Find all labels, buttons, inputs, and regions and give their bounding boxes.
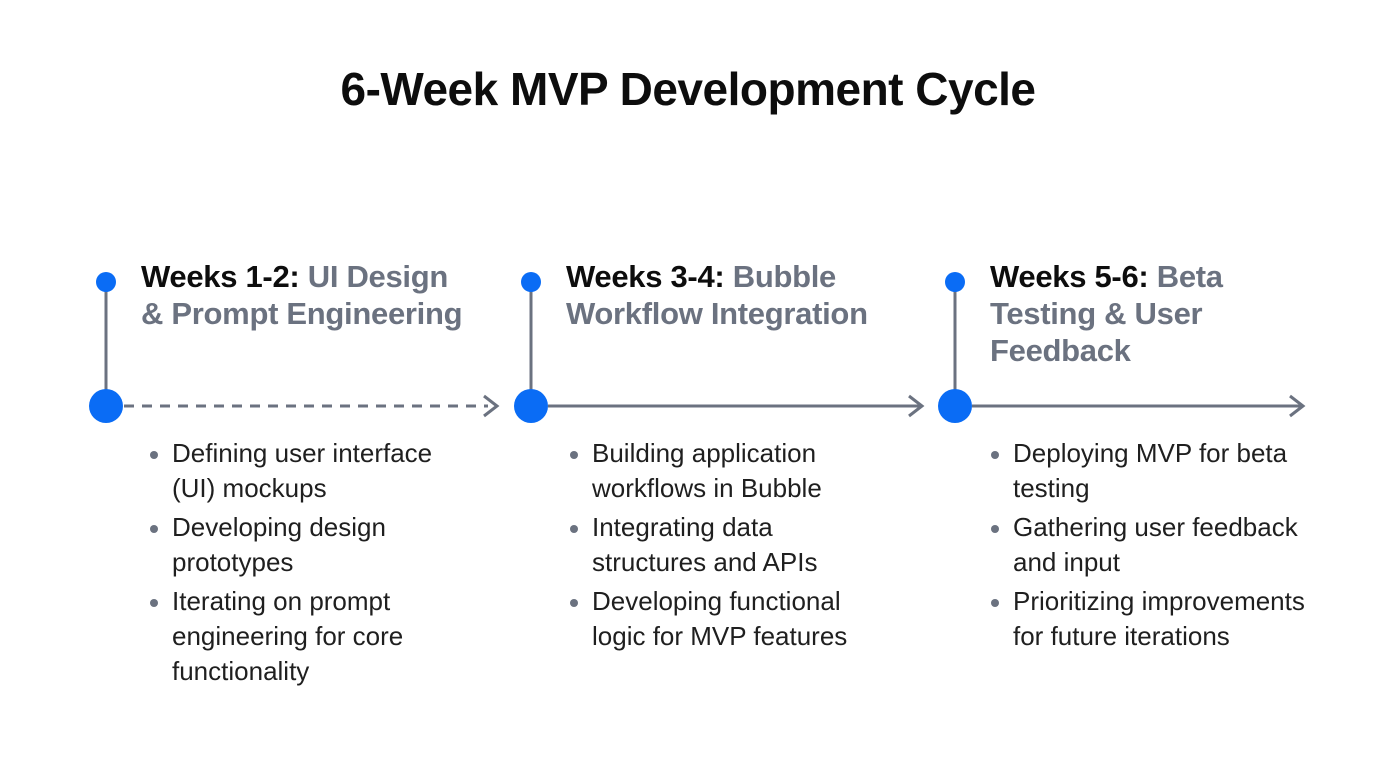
phase-2-heading: Weeks 3-4: Bubble Workflow Integration — [566, 258, 896, 332]
list-item: Building application workflows in Bubble — [568, 436, 888, 506]
phase-1-heading: Weeks 1-2: UI Design & Prompt Engineerin… — [141, 258, 471, 332]
list-item: Developing functional logic for MVP feat… — [568, 584, 888, 654]
list-item: Iterating on prompt engineering for core… — [148, 584, 468, 689]
list-item: Prioritizing improvements for future ite… — [989, 584, 1309, 654]
phase-3-weeks: Weeks 5-6: — [990, 259, 1149, 294]
phase-1-items: Defining user interface (UI) mockups Dev… — [148, 436, 468, 693]
phase-1-label: UI Design & Prompt Engineering — [141, 259, 463, 331]
phase-3-heading: Weeks 5-6: Beta Testing & User Feedback — [990, 258, 1320, 369]
arrow-icon — [1289, 394, 1306, 418]
arrow-icon — [483, 394, 500, 418]
phase-2-items: Building application workflows in Bubble… — [568, 436, 888, 658]
list-item: Gathering user feedback and input — [989, 510, 1309, 580]
milestone-dot — [514, 389, 548, 423]
phase-1-weeks: Weeks 1-2: — [141, 259, 300, 294]
phase-2-marker — [514, 272, 925, 423]
list-item: Defining user interface (UI) mockups — [148, 436, 468, 506]
list-item: Deploying MVP for beta testing — [989, 436, 1309, 506]
phase-2-label: Bubble Workflow Integration — [566, 259, 868, 331]
milestone-dot — [938, 389, 972, 423]
arrow-icon — [908, 394, 925, 418]
milestone-dot — [89, 389, 123, 423]
list-item: Developing design prototypes — [148, 510, 468, 580]
phase-2-weeks: Weeks 3-4: — [566, 259, 725, 294]
phase-1-marker — [89, 272, 500, 423]
page-title: 6-Week MVP Development Cycle — [340, 63, 1036, 115]
phase-3-items: Deploying MVP for beta testing Gathering… — [989, 436, 1309, 658]
phase-3-marker — [938, 272, 1306, 423]
phase-3-label: Beta Testing & User Feedback — [990, 259, 1223, 368]
list-item: Integrating data structures and APIs — [568, 510, 888, 580]
